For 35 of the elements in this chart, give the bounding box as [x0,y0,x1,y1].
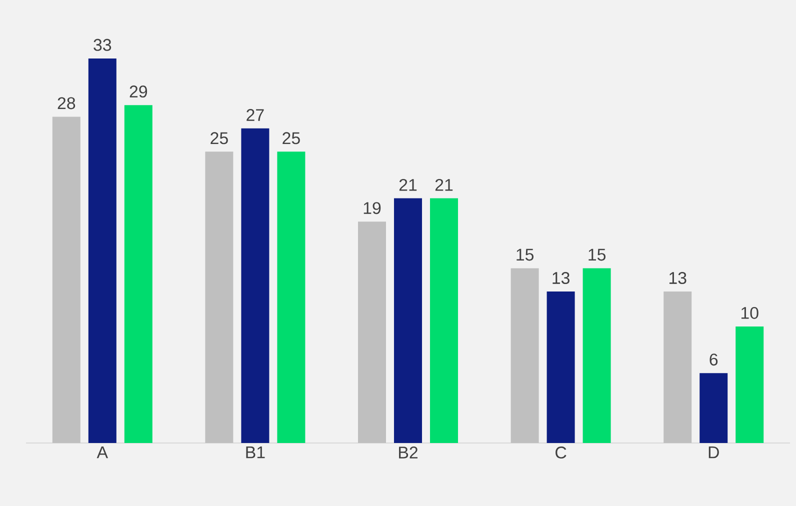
data-label: 6 [710,354,718,366]
data-label: 13 [669,272,686,284]
data-label: 25 [210,132,228,144]
data-label: 19 [364,202,381,214]
data-label: 25 [282,132,300,144]
bar [510,268,539,443]
bar [736,326,764,443]
x-tick-label: C [556,446,566,459]
bar [124,105,152,443]
data-label: 33 [94,38,112,51]
bar [241,128,270,443]
bar [700,373,728,443]
bar [277,152,306,443]
data-label: 21 [399,178,417,191]
x-tick-label: B1 [246,446,265,458]
bar [664,292,692,443]
data-label: 21 [435,178,453,191]
data-label: 15 [588,248,606,261]
bar [205,152,234,443]
data-label: 10 [741,306,758,319]
bar [88,58,116,443]
x-tick-label: D [708,446,719,458]
bar [582,268,611,443]
bar [358,222,386,443]
x-tick-label: B2 [399,446,418,458]
data-label: 13 [552,272,570,284]
x-tick-label: A [96,446,108,458]
data-label: 28 [58,97,76,110]
bar [546,292,575,443]
bar [430,198,458,443]
data-label: 15 [516,248,534,261]
data-label: 27 [246,109,264,121]
data-label: 29 [130,86,148,98]
bar [52,116,80,443]
bar [394,198,422,443]
